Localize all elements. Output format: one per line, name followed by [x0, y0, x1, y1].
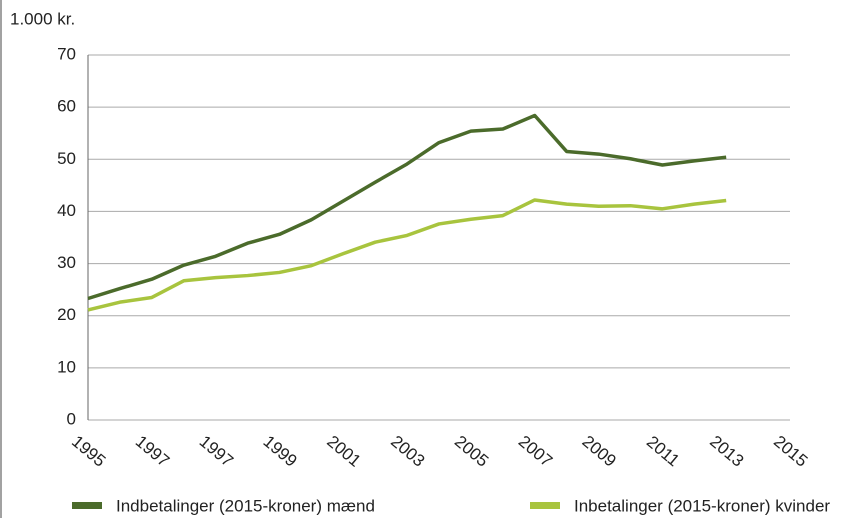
- series-line: [87, 113, 727, 301]
- x-tick-label: 2007: [515, 432, 556, 471]
- y-tick-label: 30: [57, 253, 76, 272]
- x-tick-label: 1999: [260, 432, 301, 471]
- y-tick-label: 40: [57, 201, 76, 220]
- x-tick-label: 2003: [387, 432, 428, 471]
- y-tick-label: 20: [57, 305, 76, 324]
- y-tick-label: 10: [57, 357, 76, 376]
- y-tick-label: 0: [67, 409, 76, 428]
- x-tick-label: 2001: [323, 432, 364, 471]
- legend-label: Indbetalinger (2015-kroner) mænd: [116, 496, 375, 515]
- x-tick-label: 2005: [451, 432, 492, 471]
- unit-label: 1.000 kr.: [10, 9, 75, 28]
- x-tick-label: 1997: [132, 432, 173, 471]
- x-tick-label: 2009: [579, 432, 620, 471]
- y-tick-label: 50: [57, 149, 76, 168]
- x-tick-label: 2013: [706, 432, 747, 471]
- series-line: [87, 198, 727, 312]
- legend-swatch: [530, 502, 560, 509]
- legend-label: Inbetalinger (2015-kroner) kvinder: [574, 496, 830, 515]
- y-tick-label: 70: [57, 44, 76, 63]
- x-tick-label: 1997: [196, 432, 237, 471]
- legend-swatch: [72, 502, 102, 509]
- x-tick-label: 2011: [643, 432, 683, 470]
- x-tick-label: 2015: [770, 432, 811, 471]
- y-tick-label: 60: [57, 97, 76, 116]
- x-tick-label: 1995: [68, 432, 109, 471]
